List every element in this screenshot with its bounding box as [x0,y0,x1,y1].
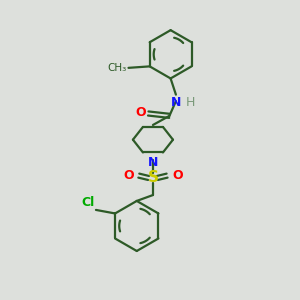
Text: O: O [172,169,183,182]
Text: N: N [148,156,158,169]
Text: Cl: Cl [81,196,94,209]
Text: N: N [171,96,181,109]
Text: O: O [135,106,146,119]
Text: CH₃: CH₃ [108,63,127,73]
Text: S: S [147,170,158,185]
Text: H: H [185,96,195,109]
Text: O: O [123,169,134,182]
